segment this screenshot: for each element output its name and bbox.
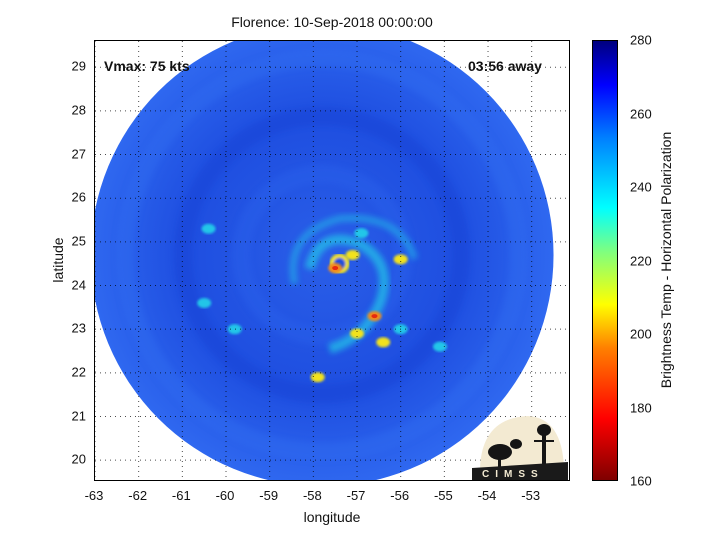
x-tick-label: -60	[215, 488, 235, 503]
colorbar-tick-label: 180	[630, 400, 652, 415]
cimss-logo: CIMSS	[472, 410, 568, 480]
convective-cell	[354, 228, 369, 239]
y-axis-label: latitude	[50, 237, 66, 283]
x-tick-label: -55	[433, 488, 453, 503]
y-tick-label: 27	[71, 146, 86, 162]
x-axis-label: longitude	[303, 509, 361, 525]
map-plot-area[interactable]	[94, 40, 570, 481]
y-tick-label: 20	[71, 451, 86, 467]
y-tick-label: 25	[71, 233, 86, 249]
convective-core	[371, 314, 378, 319]
brightness-temp-map	[95, 41, 569, 480]
y-tick-label: 28	[71, 102, 86, 118]
y-tick-label: 22	[71, 364, 86, 380]
colorbar-label: Brightness Temp - Horizontal Polarizatio…	[658, 131, 674, 389]
colorbar	[592, 40, 618, 481]
convective-core	[332, 266, 339, 271]
colorbar-tick-label: 240	[630, 179, 652, 195]
swath-band	[174, 107, 470, 403]
time-away-label: 03:56 away	[468, 58, 542, 74]
swath-disk	[95, 41, 554, 480]
swath-band	[116, 49, 528, 461]
vmax-label: Vmax: 75 kts	[104, 58, 190, 74]
cimss-logo-text: CIMSS	[482, 469, 544, 480]
convective-cell	[376, 337, 391, 348]
x-tick-label: -56	[390, 488, 410, 503]
x-tick-label: -54	[477, 488, 497, 503]
x-tick-label: -58	[302, 488, 322, 503]
map-title: Florence: 10-Sep-2018 00:00:00	[231, 14, 433, 30]
convective-cell	[432, 341, 447, 352]
x-tick-label: -62	[128, 488, 148, 503]
colorbar-tick-label: 200	[630, 326, 652, 342]
x-tick-label: -61	[171, 488, 191, 503]
convective-cell	[393, 254, 408, 265]
colorbar-tick-label: 220	[630, 253, 652, 268]
cimss-logo-graphic: CIMSS	[472, 416, 568, 480]
y-tick-label: 21	[71, 408, 86, 423]
convective-cell	[345, 249, 360, 260]
rainband	[289, 214, 418, 285]
x-tick-label: -59	[259, 488, 279, 503]
convective-cell	[197, 297, 212, 308]
y-tick-label: 26	[71, 189, 86, 205]
colorbar-tick-label: 280	[630, 32, 652, 48]
y-tick-label: 24	[71, 277, 86, 292]
x-tick-label: -57	[346, 488, 366, 503]
x-tick-label: -53	[521, 488, 541, 503]
x-tick-label: -63	[84, 488, 104, 503]
convective-cell	[227, 324, 242, 335]
convective-cell	[310, 372, 325, 383]
convective-cell	[350, 328, 365, 339]
y-tick-label: 29	[71, 58, 86, 74]
y-tick-label: 23	[71, 320, 86, 336]
colorbar-tick-label: 160	[630, 473, 652, 489]
convective-cell	[201, 223, 216, 234]
colorbar-tick-label: 260	[630, 106, 652, 121]
